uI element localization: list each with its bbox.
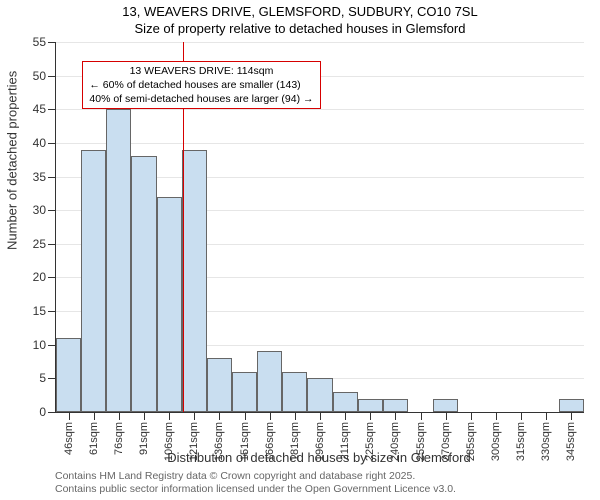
y-tick-label: 40 — [33, 136, 46, 150]
annotation-line-2: ← 60% of detached houses are smaller (14… — [89, 78, 313, 92]
y-tick — [48, 109, 56, 110]
y-tick-label: 30 — [33, 203, 46, 217]
histogram-bar — [257, 351, 282, 412]
x-tick — [496, 412, 497, 420]
histogram-bar — [383, 399, 408, 412]
annotation-line-1: 13 WEAVERS DRIVE: 114sqm — [89, 64, 313, 78]
y-tick — [48, 412, 56, 413]
y-tick-label: 35 — [33, 170, 46, 184]
y-tick — [48, 210, 56, 211]
histogram-bar — [81, 150, 106, 412]
x-tick — [270, 412, 271, 420]
y-tick-label: 0 — [39, 405, 46, 419]
histogram-bar — [157, 197, 182, 412]
footer-line-1: Contains HM Land Registry data © Crown c… — [55, 470, 415, 482]
y-tick-label: 25 — [33, 237, 46, 251]
histogram-bar — [56, 338, 81, 412]
y-tick — [48, 76, 56, 77]
x-tick — [546, 412, 547, 420]
x-tick — [119, 412, 120, 420]
histogram-bar — [433, 399, 458, 412]
x-axis-label: Distribution of detached houses by size … — [55, 450, 583, 465]
y-tick — [48, 143, 56, 144]
gridline — [56, 143, 584, 144]
x-tick — [395, 412, 396, 420]
y-tick-label: 5 — [39, 371, 46, 385]
histogram-bar — [333, 392, 358, 412]
x-tick — [69, 412, 70, 420]
annotation-line-3: 40% of semi-detached houses are larger (… — [89, 92, 313, 106]
x-tick — [169, 412, 170, 420]
x-tick — [421, 412, 422, 420]
annotation-box: 13 WEAVERS DRIVE: 114sqm← 60% of detache… — [82, 61, 320, 110]
histogram-bar — [307, 378, 332, 412]
title-line-2: Size of property relative to detached ho… — [135, 21, 466, 36]
x-tick — [345, 412, 346, 420]
x-tick — [94, 412, 95, 420]
x-tick — [370, 412, 371, 420]
y-tick-label: 55 — [33, 35, 46, 49]
y-tick-label: 10 — [33, 338, 46, 352]
gridline — [56, 109, 584, 110]
x-tick — [571, 412, 572, 420]
y-tick-label: 50 — [33, 69, 46, 83]
y-tick — [48, 42, 56, 43]
footer-line-2: Contains public sector information licen… — [55, 483, 456, 495]
histogram-bar — [182, 150, 207, 412]
histogram-bar — [282, 372, 307, 412]
y-tick-label: 15 — [33, 304, 46, 318]
histogram-bar — [207, 358, 232, 412]
footer-attribution: Contains HM Land Registry data © Crown c… — [55, 470, 456, 496]
x-tick — [144, 412, 145, 420]
histogram-bar — [131, 156, 156, 412]
x-tick — [295, 412, 296, 420]
y-tick — [48, 378, 56, 379]
x-tick — [521, 412, 522, 420]
x-tick — [245, 412, 246, 420]
y-tick-label: 20 — [33, 270, 46, 284]
y-axis-label: Number of detached properties — [5, 71, 20, 250]
x-tick — [320, 412, 321, 420]
histogram-bar — [106, 109, 131, 412]
y-tick — [48, 345, 56, 346]
gridline — [56, 42, 584, 43]
x-tick — [446, 412, 447, 420]
x-tick — [194, 412, 195, 420]
y-tick — [48, 277, 56, 278]
x-tick — [219, 412, 220, 420]
histogram-bar — [232, 372, 257, 412]
histogram-bar — [358, 399, 383, 412]
title-line-1: 13, WEAVERS DRIVE, GLEMSFORD, SUDBURY, C… — [122, 4, 477, 19]
y-tick — [48, 244, 56, 245]
y-tick-label: 45 — [33, 102, 46, 116]
chart-plot-area: 051015202530354045505546sqm61sqm76sqm91s… — [55, 42, 583, 412]
y-tick — [48, 311, 56, 312]
histogram-bar — [559, 399, 584, 412]
y-tick — [48, 177, 56, 178]
x-tick — [471, 412, 472, 420]
